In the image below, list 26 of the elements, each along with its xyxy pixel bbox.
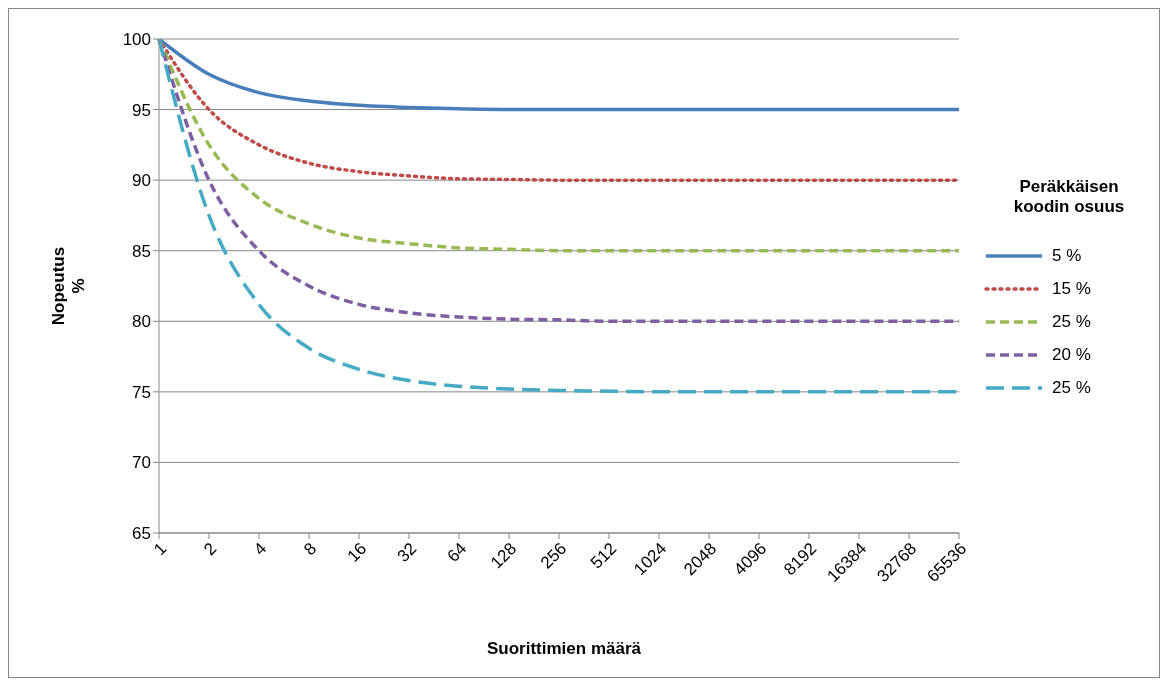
y-tick-label: 75 (132, 382, 151, 402)
x-tick-label: 1 (150, 538, 171, 560)
x-tick-label: 2 (200, 538, 221, 560)
legend-title: Peräkkäisen koodin osuus (1012, 177, 1126, 217)
y-tick-label: 90 (132, 171, 151, 191)
x-tick-label: 64 (443, 538, 471, 566)
y-tick-label: 80 (132, 312, 151, 332)
legend-label: 25 % (1052, 311, 1091, 332)
x-tick-label: 8 (300, 538, 321, 560)
legend-label: 15 % (1052, 278, 1091, 299)
x-tick-label: 512 (586, 538, 621, 573)
y-tick-label: 70 (132, 453, 151, 473)
legend-label: 5 % (1052, 245, 1082, 266)
x-tick-label: 16 (343, 538, 371, 566)
y-tick-label: 95 (132, 100, 151, 120)
x-tick-label: 32 (393, 538, 421, 566)
x-tick-label: 4 (250, 538, 271, 560)
y-tick-label: 85 (132, 241, 151, 261)
legend-label: 20 % (1052, 344, 1091, 365)
legend-label: 25 % (1052, 377, 1091, 398)
x-axis-title: Suorittimien määrä (486, 639, 642, 659)
y-tick-label: 100 (122, 30, 151, 50)
y-tick-label: 65 (132, 524, 151, 544)
x-tick-label: 256 (536, 538, 571, 573)
y-axis-title: Nopeutus % (49, 246, 88, 326)
x-tick-label: 128 (486, 538, 521, 573)
